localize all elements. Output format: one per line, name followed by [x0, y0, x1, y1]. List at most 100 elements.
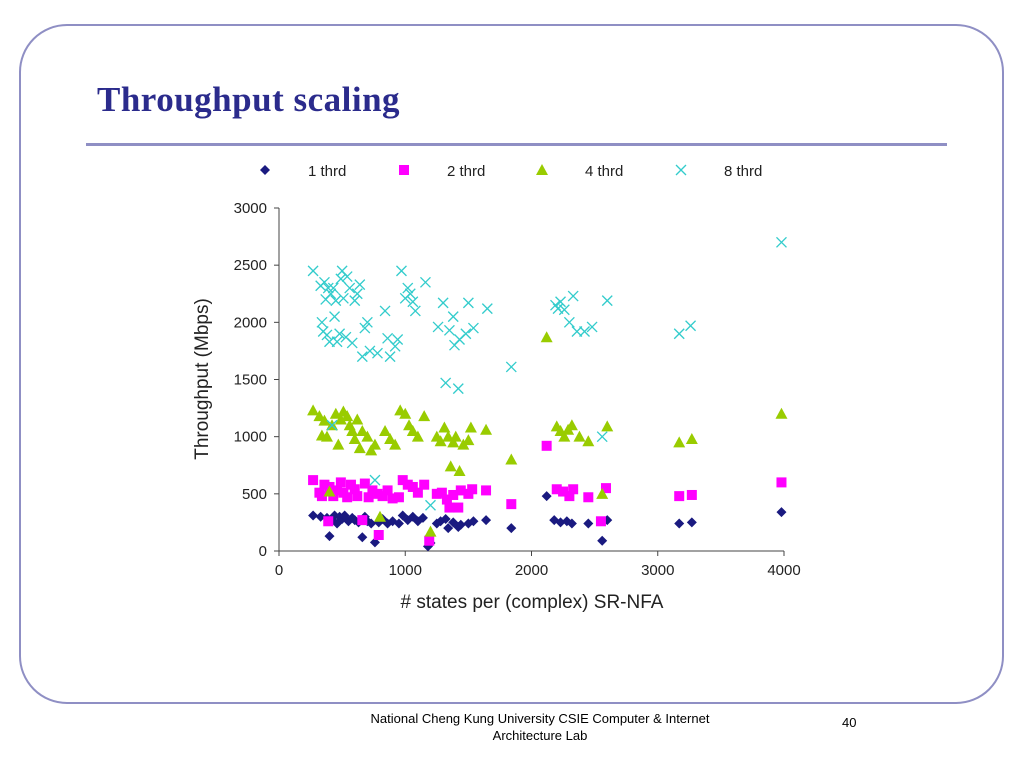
data-point	[326, 419, 338, 431]
data-point	[344, 282, 356, 294]
data-point	[434, 435, 447, 447]
data-point	[320, 430, 333, 442]
data-point	[324, 531, 335, 542]
y-tick-label: 2500	[234, 257, 267, 274]
y-tick-label: 2000	[234, 314, 267, 331]
legend-label: 8 thrd	[724, 163, 762, 180]
data-point	[337, 292, 349, 304]
data-point	[425, 499, 436, 511]
x-tick-label: 4000	[767, 562, 800, 579]
data-point	[327, 282, 339, 294]
data-point	[313, 410, 326, 422]
data-point	[341, 410, 354, 422]
data-point	[351, 288, 363, 300]
data-point	[422, 541, 433, 552]
series-3	[307, 331, 788, 537]
x-tick-label: 0	[275, 562, 283, 579]
data-point	[356, 424, 369, 436]
data-point	[411, 430, 424, 442]
data-point	[316, 316, 328, 328]
data-point	[363, 492, 374, 503]
data-point	[467, 484, 478, 495]
data-point	[568, 484, 579, 495]
data-point	[555, 517, 566, 528]
data-point	[440, 513, 451, 524]
data-point	[440, 377, 452, 389]
data-point	[361, 316, 373, 328]
data-point	[354, 279, 366, 291]
data-point	[674, 491, 685, 502]
data-point	[384, 432, 397, 444]
data-point	[318, 414, 331, 426]
y-tick-label: 500	[242, 486, 267, 503]
x-tick-label: 2000	[515, 562, 548, 579]
data-point	[579, 326, 590, 337]
slide-frame	[19, 24, 1004, 704]
data-point	[316, 491, 327, 502]
series-2	[308, 440, 787, 546]
data-point	[505, 453, 518, 465]
data-point	[419, 276, 431, 288]
data-point	[452, 383, 464, 395]
page-number: 40	[842, 715, 857, 730]
data-point	[409, 305, 421, 317]
data-point	[444, 502, 455, 513]
legend-marker	[260, 165, 270, 175]
data-point	[685, 432, 698, 444]
data-point	[443, 324, 455, 336]
data-point	[418, 410, 431, 422]
data-point	[315, 511, 326, 522]
data-point	[361, 430, 374, 442]
data-point	[332, 485, 343, 496]
data-point	[346, 424, 359, 436]
data-point	[468, 516, 479, 527]
y-tick-label: 0	[259, 543, 267, 560]
data-point	[583, 518, 594, 529]
data-point	[506, 499, 517, 510]
data-point	[407, 481, 418, 492]
data-point	[480, 423, 493, 435]
data-point	[348, 432, 361, 444]
data-point	[402, 479, 413, 490]
data-point	[367, 485, 378, 496]
data-point	[558, 430, 571, 442]
data-point	[673, 436, 686, 448]
data-point	[334, 328, 346, 340]
data-point	[389, 340, 401, 352]
data-point	[555, 296, 566, 308]
x-tick-label: 1000	[389, 562, 422, 579]
data-point	[406, 424, 419, 436]
data-point	[443, 523, 454, 534]
data-point	[373, 517, 384, 528]
data-point	[597, 535, 608, 546]
y-tick-label: 1000	[234, 429, 267, 446]
data-point	[551, 484, 562, 495]
data-point	[323, 516, 334, 527]
data-point	[321, 329, 333, 341]
chart-legend: 1 thrd 2 thrd 4 thrd 8 thrd	[260, 163, 762, 180]
data-point	[377, 491, 388, 502]
data-point	[776, 477, 787, 488]
data-point	[573, 430, 586, 442]
x-tick-label: 3000	[641, 562, 674, 579]
data-point	[325, 288, 337, 300]
data-point	[357, 515, 368, 526]
data-point	[412, 487, 423, 498]
chart-marks	[307, 236, 788, 552]
chart-axes: 0 1000 2000 3000 4000 0 500 1000 1500 2000 2500 300…	[234, 200, 801, 579]
data-point	[397, 475, 408, 486]
data-point	[419, 479, 430, 490]
data-point	[453, 464, 466, 476]
data-point	[449, 430, 462, 442]
legend-label: 2 thrd	[447, 163, 485, 180]
data-point	[402, 282, 414, 294]
data-point	[393, 492, 404, 503]
data-point	[432, 321, 444, 333]
legend-marker	[675, 164, 687, 176]
data-point	[346, 337, 358, 349]
data-point	[453, 502, 464, 513]
data-point	[359, 322, 371, 334]
data-point	[565, 419, 578, 431]
data-point	[481, 303, 493, 315]
data-point	[442, 430, 455, 442]
